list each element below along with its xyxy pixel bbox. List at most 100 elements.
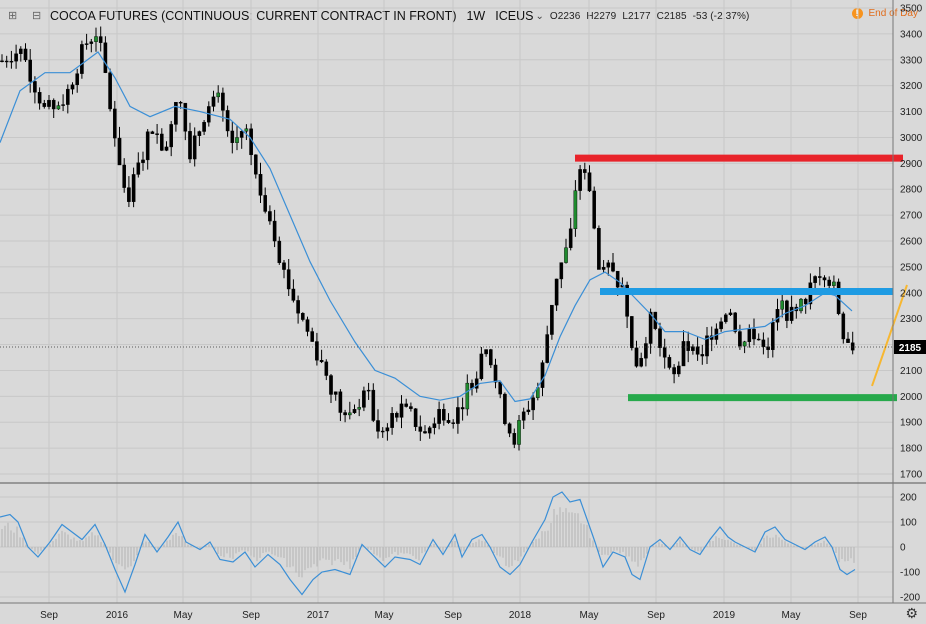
candle-body <box>315 341 319 361</box>
price-tick-label: 1900 <box>900 418 923 429</box>
exchange-label[interactable]: ICEUS <box>495 9 534 23</box>
candle-body <box>803 298 808 305</box>
candle-body <box>343 412 347 416</box>
price-tick-label: 2100 <box>900 366 923 377</box>
candle-body <box>192 135 197 160</box>
candle-body <box>338 391 343 413</box>
candle-body <box>639 357 643 367</box>
candle-body <box>672 367 676 375</box>
candle-body <box>150 131 155 134</box>
oscillator-tick-label: -200 <box>900 593 920 604</box>
candle-body <box>521 411 526 421</box>
candle-body <box>630 316 634 349</box>
candle-body <box>211 96 216 107</box>
candle-body <box>545 334 549 363</box>
candle-body <box>84 43 89 45</box>
time-tick-label: May <box>580 610 599 621</box>
candle-body <box>239 131 244 138</box>
candle-body <box>253 154 258 175</box>
candle-body <box>333 391 338 395</box>
candle-body <box>564 247 568 263</box>
candle-body <box>301 313 305 320</box>
expand-icon[interactable]: ⊞ <box>8 10 18 22</box>
price-tick-label: 2900 <box>900 159 923 170</box>
candle-body <box>775 309 780 323</box>
price-tick-label: 1800 <box>900 444 923 455</box>
candle-body <box>559 262 564 280</box>
symbol-title[interactable]: COCOA FUTURES (CONTINUOUS: CURRENT CONTR… <box>50 9 457 23</box>
candle-body <box>540 362 545 388</box>
candle-body <box>634 347 639 367</box>
candle-body <box>733 312 737 332</box>
oscillator-tick-label: 100 <box>900 518 917 529</box>
candle-body <box>442 409 446 421</box>
candle-body <box>474 378 479 389</box>
candle-body <box>465 382 470 410</box>
price-tick-label: 3300 <box>900 55 923 66</box>
candle-body <box>366 389 371 392</box>
oscillator-histogram <box>1 507 855 578</box>
candle-body <box>183 102 188 132</box>
candle-body <box>159 133 164 151</box>
price-axis[interactable]: 3500 3400 3300 3200 3100 3000 2900 2800 2700 2600… <box>900 4 923 481</box>
oscillator-tick-label: -100 <box>900 568 920 579</box>
candle-body <box>305 319 310 332</box>
support-resistance-levels[interactable] <box>575 154 908 402</box>
candle-body <box>644 343 648 359</box>
time-axis[interactable]: Sep 2016 May Sep 2017 May Sep 2018 May Sep 2019 May… <box>40 610 867 621</box>
time-tick-label: Sep <box>647 610 665 621</box>
time-tick-label: May <box>375 610 394 621</box>
oscillator-axis[interactable]: 200 100 0 -100 -200 <box>900 493 920 604</box>
price-tick-label: 3500 <box>900 4 923 15</box>
candle-body <box>352 409 357 414</box>
candle-body <box>371 389 376 421</box>
candle-body <box>188 131 192 160</box>
time-tick-label: Sep <box>242 610 260 621</box>
candle-body <box>202 121 206 132</box>
candle-body <box>578 169 582 191</box>
candle-body <box>658 328 662 348</box>
time-tick-label: 2016 <box>106 610 129 621</box>
candle-body <box>272 220 277 242</box>
candle-body <box>75 73 79 86</box>
candle-body <box>122 164 126 188</box>
candle-body <box>756 338 761 341</box>
candle-body <box>94 36 98 42</box>
candle-body <box>517 420 521 445</box>
chevron-down-icon[interactable]: ⌄ <box>535 10 544 22</box>
candle-body <box>813 276 817 283</box>
trend-line <box>871 284 908 387</box>
candle-body <box>446 420 451 423</box>
candle-body <box>362 390 366 408</box>
candle-body <box>799 298 803 312</box>
candle-body <box>9 60 14 63</box>
candle-body <box>286 269 291 290</box>
candle-body <box>258 174 263 196</box>
candle-body <box>841 313 846 340</box>
candle-body <box>667 357 672 368</box>
candle-body <box>597 228 601 270</box>
candle-body <box>23 48 28 61</box>
interval-label[interactable]: 1W <box>466 9 486 23</box>
candle-body <box>47 99 51 107</box>
candle-body <box>61 104 65 106</box>
price-tick-label: 2000 <box>900 392 923 403</box>
candle-body <box>51 99 56 110</box>
candles <box>0 26 855 451</box>
candle-body <box>117 137 122 166</box>
candle-body <box>390 412 394 428</box>
candle-body <box>174 102 178 125</box>
collapse-icon[interactable]: ⊟ <box>32 10 42 22</box>
candle-body <box>98 36 103 43</box>
candle-body <box>155 133 159 135</box>
gear-icon[interactable]: ⚙ <box>905 605 918 621</box>
ohlc-low: L2177 <box>622 10 651 22</box>
candle-body <box>395 412 399 418</box>
candle-body <box>310 331 315 342</box>
candle-body <box>127 187 131 202</box>
candle-body <box>752 328 756 340</box>
price-tick-label: 2700 <box>900 211 923 222</box>
candle-body <box>846 338 850 343</box>
candle-body <box>554 278 559 306</box>
